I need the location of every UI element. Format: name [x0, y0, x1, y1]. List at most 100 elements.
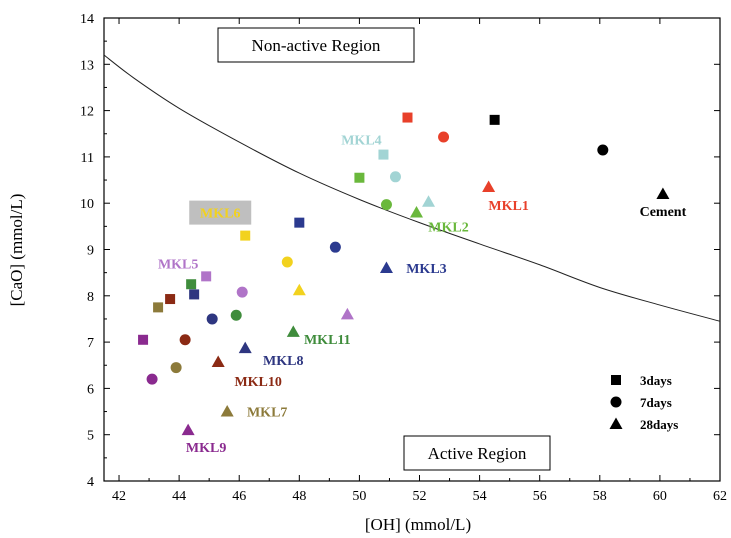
point-mkl6-28days: [292, 283, 306, 296]
legend: 3days 7days 28days: [609, 373, 678, 432]
x-tick-label: 48: [292, 489, 306, 504]
x-tick-label: 56: [533, 489, 547, 504]
series-label-mkl4: MKL4: [341, 134, 381, 149]
legend-label-28days: 28days: [640, 417, 678, 432]
series-label-mkl1: MKL1: [488, 199, 528, 214]
point-mkl10-28days: [211, 355, 225, 368]
point-mkl4-7days: [389, 171, 401, 183]
series-mkl6: [240, 230, 306, 296]
point-cement-28days: [656, 187, 670, 199]
x-tick-label: 50: [352, 489, 366, 504]
series-mkl11: [186, 279, 300, 337]
y-tick-label: 11: [81, 151, 94, 166]
series-label-cement: Cement: [640, 205, 687, 220]
series-label-mkl11: MKL11: [304, 333, 351, 348]
y-tick-label: 6: [87, 382, 94, 397]
point-mkl9-3days: [138, 334, 149, 345]
legend-marker-square: [611, 375, 621, 385]
point-mkl5-3days: [201, 271, 212, 282]
point-cement-3days: [489, 114, 500, 125]
series-mkl9: [138, 334, 195, 436]
x-tick-label: 58: [593, 489, 607, 504]
point-mkl6-7days: [281, 256, 293, 268]
point-mkl5-28days: [340, 307, 354, 320]
point-mkl3-7days: [329, 241, 341, 253]
legend-marker-triangle: [609, 417, 623, 429]
y-tick-label: 7: [87, 336, 94, 351]
x-tick-label: 52: [413, 489, 427, 504]
series-label-mkl2: MKL2: [428, 220, 468, 235]
series-mkl5: [201, 271, 354, 320]
point-mkl11-3days: [186, 279, 197, 290]
point-mkl8-7days: [206, 313, 218, 325]
series-label-mkl3: MKL3: [406, 262, 446, 277]
x-tick-label: 46: [232, 489, 246, 504]
point-mkl10-7days: [179, 334, 191, 346]
point-mkl9-28days: [181, 423, 195, 436]
x-tick-label: 60: [653, 489, 667, 504]
series-mkl8: [189, 289, 252, 354]
point-mkl2-3days: [354, 172, 365, 183]
series-mkl10: [165, 294, 225, 368]
region-labels: Non-active Region Active Region: [217, 27, 551, 471]
legend-label-7days: 7days: [640, 395, 672, 410]
y-tick-label: 4: [87, 475, 94, 490]
x-tick-label: 42: [112, 489, 126, 504]
boundary-curve-layer: [103, 54, 721, 322]
point-mkl1-28days: [482, 180, 496, 192]
point-mkl4-3days: [378, 149, 389, 160]
y-axis-title: [CaO] (mmol/L): [7, 194, 26, 307]
series-label-mkl6: MKL6: [200, 207, 240, 222]
point-mkl5-7days: [236, 286, 248, 298]
series-mkl4: [378, 149, 436, 207]
point-mkl3-3days: [294, 217, 305, 228]
active-region-label: Active Region: [428, 444, 527, 463]
series-label-mkl5: MKL5: [158, 257, 198, 272]
data-points: [138, 112, 670, 436]
point-mkl2-28days: [410, 205, 424, 218]
x-tick-label: 44: [172, 489, 186, 504]
plot-border: [103, 17, 721, 482]
point-mkl3-28days: [379, 261, 393, 274]
point-mkl8-3days: [189, 289, 200, 300]
point-mkl11-7days: [230, 309, 242, 321]
point-mkl11-28days: [286, 325, 300, 337]
series-mkl2: [354, 172, 424, 218]
y-tick-label: 5: [87, 429, 94, 444]
point-cement-7days: [597, 144, 609, 156]
point-mkl8-28days: [238, 341, 252, 354]
y-tick-label: 8: [87, 290, 94, 305]
point-mkl1-3days: [402, 112, 413, 123]
non-active-region-box: [217, 27, 415, 63]
series-label-mkl9: MKL9: [186, 441, 226, 456]
x-tick-label: 62: [713, 489, 727, 504]
mkl6-label-box: [189, 200, 252, 225]
x-axis-title: [OH] (mmol/L): [365, 515, 471, 534]
series-label-mkl10: MKL10: [234, 375, 281, 390]
series-mkl1: [402, 112, 496, 192]
point-mkl4-28days: [422, 195, 436, 207]
series-label-mkl7: MKL7: [247, 406, 287, 421]
legend-marker-circle: [610, 396, 622, 408]
point-mkl10-3days: [165, 294, 176, 305]
plot-frame: [103, 17, 721, 482]
series-mkl3: [294, 217, 393, 274]
point-mkl6-3days: [240, 230, 251, 241]
point-mkl7-7days: [170, 362, 182, 374]
series-label-mkl8: MKL8: [263, 354, 303, 369]
series-mkl7: [153, 302, 234, 417]
active-region-box: [403, 435, 551, 471]
point-mkl7-28days: [220, 405, 234, 417]
x-tick-label: 54: [473, 489, 487, 504]
point-mkl7-3days: [153, 302, 164, 313]
y-tick-label: 9: [87, 244, 94, 259]
point-mkl9-7days: [146, 373, 158, 385]
point-mkl1-7days: [438, 131, 450, 143]
y-tick-label: 14: [80, 12, 94, 27]
y-tick-label: 10: [80, 197, 94, 212]
non-active-region-label: Non-active Region: [252, 36, 381, 55]
y-tick-label: 13: [80, 58, 94, 73]
